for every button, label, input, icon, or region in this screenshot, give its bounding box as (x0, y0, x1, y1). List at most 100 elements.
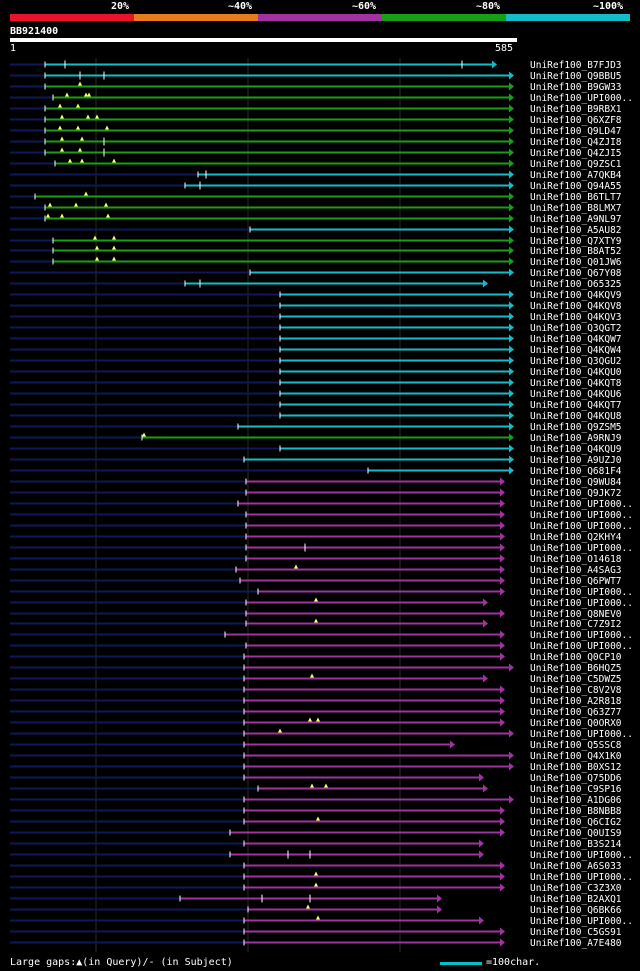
hit-row[interactable]: UniRef100_B2AXQ1 (10, 894, 622, 905)
hit-label[interactable]: UniRef100_Q63Z77 (530, 707, 622, 718)
hit-row[interactable]: UniRef100_C5DWZ5 (10, 673, 622, 686)
hit-label[interactable]: UniRef100_B6TLT7 (530, 192, 622, 203)
hit-row[interactable]: UniRef100_UPI000.. (10, 597, 633, 610)
hit-row[interactable]: UniRef100_A7E480 (10, 938, 622, 949)
hit-label[interactable]: UniRef100_Q681F4 (530, 466, 622, 477)
hit-label[interactable]: UniRef100_B8NBB8 (530, 806, 622, 817)
hit-label[interactable]: UniRef100_Q9LD47 (530, 126, 622, 137)
hit-label[interactable]: UniRef100_Q4ZJI8 (530, 137, 622, 148)
hit-label[interactable]: UniRef100_B6HQZ5 (530, 663, 622, 674)
hit-row[interactable]: UniRef100_Q6PWT7 (10, 576, 622, 587)
hit-label[interactable]: UniRef100_A1DG06 (530, 795, 622, 806)
hit-row[interactable]: UniRef100_Q4KQT8 (10, 378, 622, 389)
hit-row[interactable]: UniRef100_A9RNJ9 (10, 432, 622, 445)
hit-label[interactable]: UniRef100_Q4KQU8 (530, 411, 622, 422)
hit-label[interactable]: UniRef100_Q6BK66 (530, 905, 622, 916)
hit-label[interactable]: UniRef100_C8V2V8 (530, 685, 622, 696)
hit-label[interactable]: UniRef100_Q4ZJI5 (530, 148, 622, 159)
hit-row[interactable]: UniRef100_B0XS12 (10, 762, 622, 773)
hit-label[interactable]: UniRef100_UPI000.. (530, 499, 633, 510)
hit-label[interactable]: UniRef100_Q9ZSC1 (530, 159, 622, 170)
hit-label[interactable]: UniRef100_Q0UIS9 (530, 828, 622, 839)
hit-row[interactable]: UniRef100_UPI000.. (10, 641, 633, 652)
hit-label[interactable]: UniRef100_Q6XZF8 (530, 115, 622, 126)
hit-row[interactable]: UniRef100_UPI000.. (10, 871, 633, 884)
hit-row[interactable]: UniRef100_B3S214 (10, 839, 622, 850)
hit-label[interactable]: UniRef100_A5AU82 (530, 225, 622, 236)
hit-row[interactable]: UniRef100_Q4KQT7 (10, 400, 622, 411)
hit-label[interactable]: UniRef100_Q4KQV9 (530, 290, 622, 301)
hit-row[interactable]: UniRef100_Q0CP10 (10, 652, 622, 663)
hit-label[interactable]: UniRef100_Q3QGU2 (530, 356, 622, 367)
hit-row[interactable]: UniRef100_UPI000.. (10, 510, 633, 521)
hit-row[interactable]: UniRef100_Q3QGU2 (10, 356, 622, 367)
hit-row[interactable]: UniRef100_Q0ORX0 (10, 717, 622, 730)
hit-row[interactable]: UniRef100_B6HQZ5 (10, 663, 622, 674)
hit-row[interactable]: UniRef100_Q7XTY9 (10, 235, 622, 248)
hit-label[interactable]: UniRef100_UPI000.. (530, 916, 633, 927)
hit-label[interactable]: UniRef100_A7QKB4 (530, 170, 622, 181)
hit-label[interactable]: UniRef100_B0XS12 (530, 762, 622, 773)
hit-row[interactable]: UniRef100_Q4KQU8 (10, 411, 622, 422)
hit-row[interactable]: UniRef100_UPI000.. (10, 543, 633, 554)
hit-label[interactable]: UniRef100_UPI000.. (530, 93, 633, 104)
hit-label[interactable]: UniRef100_Q4KQV3 (530, 312, 622, 323)
hit-label[interactable]: UniRef100_B2AXQ1 (530, 894, 622, 905)
hit-label[interactable]: UniRef100_UPI000.. (530, 729, 633, 740)
hit-label[interactable]: UniRef100_B9GW33 (530, 82, 622, 93)
hit-label[interactable]: UniRef100_A9UZJ0 (530, 455, 622, 466)
hit-label[interactable]: UniRef100_Q9ZSM5 (530, 422, 622, 433)
hit-row[interactable]: UniRef100_Q2KHY4 (10, 532, 622, 543)
hit-label[interactable]: UniRef100_UPI000.. (530, 587, 633, 598)
hit-label[interactable]: UniRef100_Q67Y08 (530, 268, 622, 279)
hit-row[interactable]: UniRef100_Q4KQU0 (10, 367, 622, 378)
hit-row[interactable]: UniRef100_Q4KQV8 (10, 301, 622, 312)
hit-row[interactable]: UniRef100_Q4KQV9 (10, 290, 622, 301)
hit-row[interactable]: UniRef100_Q67Y08 (10, 268, 622, 279)
hit-label[interactable]: UniRef100_A6S033 (530, 861, 622, 872)
hit-row[interactable]: UniRef100_A7QKB4 (10, 170, 622, 181)
hit-row[interactable]: UniRef100_Q8NEV0 (10, 609, 622, 620)
hit-row[interactable]: UniRef100_Q4ZJI5 (10, 147, 622, 160)
hit-label[interactable]: UniRef100_B9RBX1 (530, 104, 622, 115)
hit-label[interactable]: UniRef100_B8LMX7 (530, 203, 622, 214)
hit-row[interactable]: UniRef100_Q94A55 (10, 181, 622, 192)
hit-row[interactable]: UniRef100_Q4ZJI8 (10, 136, 622, 149)
hit-row[interactable]: UniRef100_A9NL97 (10, 213, 622, 226)
hit-label[interactable]: UniRef100_Q4KQU6 (530, 389, 622, 400)
hit-label[interactable]: UniRef100_Q4X1K0 (530, 751, 622, 762)
hit-label[interactable]: UniRef100_Q4KQW7 (530, 334, 622, 345)
hit-row[interactable]: UniRef100_A5AU82 (10, 225, 622, 236)
hit-row[interactable]: UniRef100_A4SAG3 (10, 564, 622, 577)
hit-label[interactable]: UniRef100_Q6CIG2 (530, 817, 622, 828)
hit-label[interactable]: UniRef100_UPI000.. (530, 641, 633, 652)
hit-row[interactable]: UniRef100_Q9WU84 (10, 477, 622, 488)
hit-label[interactable]: UniRef100_B3S214 (530, 839, 622, 850)
hit-row[interactable]: UniRef100_Q9JK72 (10, 488, 622, 499)
hit-label[interactable]: UniRef100_Q4KQU0 (530, 367, 622, 378)
hit-label[interactable]: UniRef100_O65325 (530, 279, 622, 290)
hit-row[interactable]: UniRef100_C3Z3X0 (10, 882, 622, 895)
hit-row[interactable]: UniRef100_Q4KQU6 (10, 389, 622, 400)
hit-label[interactable]: UniRef100_Q9BBU5 (530, 71, 622, 82)
hit-row[interactable]: UniRef100_UPI000.. (10, 92, 633, 105)
hit-row[interactable]: UniRef100_C7Z9I2 (10, 618, 622, 631)
hit-row[interactable]: UniRef100_B8NBB8 (10, 806, 622, 817)
hit-label[interactable]: UniRef100_A9RNJ9 (530, 433, 622, 444)
hit-row[interactable]: UniRef100_Q75DD6 (10, 773, 622, 784)
hit-label[interactable]: UniRef100_Q01JW6 (530, 257, 622, 268)
hit-row[interactable]: UniRef100_C5GS91 (10, 927, 622, 938)
hit-row[interactable]: UniRef100_A1DG06 (10, 795, 622, 806)
hit-label[interactable]: UniRef100_O14618 (530, 554, 622, 565)
hit-row[interactable]: UniRef100_UPI000.. (10, 728, 633, 741)
hit-row[interactable]: UniRef100_Q6XZF8 (10, 114, 622, 127)
hit-row[interactable]: UniRef100_B6TLT7 (10, 191, 622, 204)
hit-label[interactable]: UniRef100_C5DWZ5 (530, 674, 622, 685)
hit-label[interactable]: UniRef100_UPI000.. (530, 850, 633, 861)
hit-row[interactable]: UniRef100_Q4KQV3 (10, 312, 622, 323)
hit-row[interactable]: UniRef100_UPI000.. (10, 499, 633, 510)
hit-row[interactable]: UniRef100_A6S033 (10, 861, 622, 872)
hit-row[interactable]: UniRef100_A9UZJ0 (10, 455, 622, 466)
hit-label[interactable]: UniRef100_Q9JK72 (530, 488, 622, 499)
hit-row[interactable]: UniRef100_B8LMX7 (10, 202, 622, 215)
